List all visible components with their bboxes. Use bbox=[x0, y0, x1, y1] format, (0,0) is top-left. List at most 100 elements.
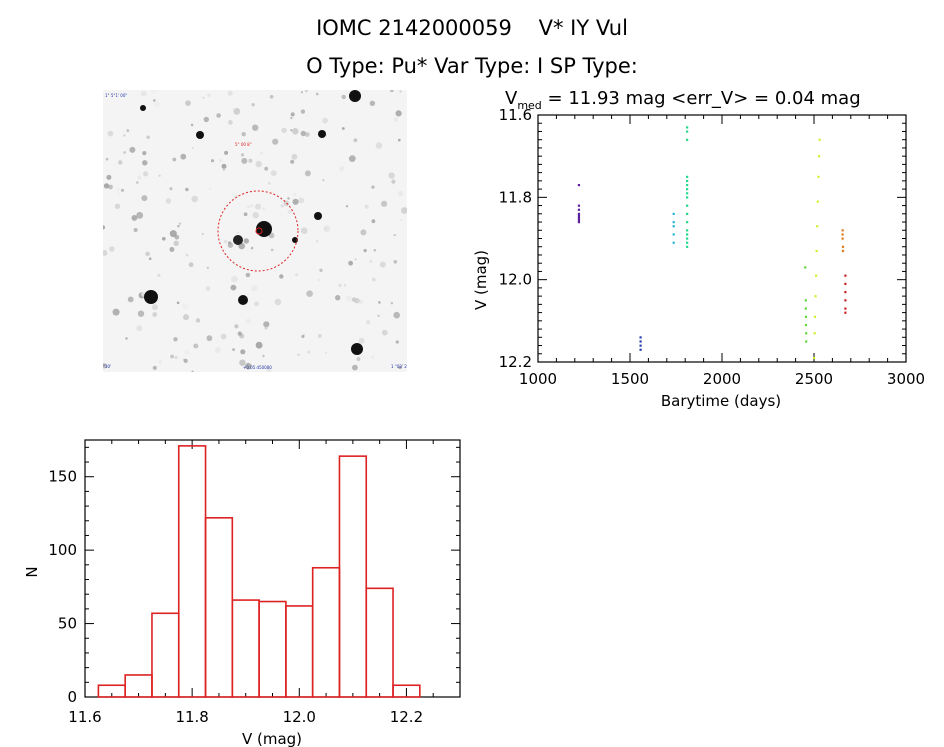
sky-star bbox=[371, 277, 376, 282]
sky-star bbox=[290, 129, 293, 132]
sky-star bbox=[300, 109, 306, 114]
sky-star bbox=[369, 100, 376, 106]
data-point bbox=[841, 245, 845, 248]
bright-star bbox=[144, 290, 158, 304]
bright-star bbox=[233, 235, 243, 245]
histogram-bar bbox=[151, 612, 180, 698]
sky-star bbox=[354, 298, 360, 304]
sky-field: 1° 5°1' 00" 5° 00 8° +0.05 d50000 °30' 1 °03… bbox=[100, 87, 418, 373]
sky-star bbox=[370, 355, 375, 360]
sky-star bbox=[223, 239, 228, 244]
y-tick-label: 11.8 bbox=[499, 188, 532, 206]
sky-star bbox=[317, 278, 321, 282]
sky-star bbox=[399, 90, 402, 93]
sky-star bbox=[364, 204, 369, 209]
sky-star bbox=[206, 335, 213, 342]
y-tick-label: 150 bbox=[48, 468, 77, 486]
sky-star bbox=[255, 341, 263, 349]
sky-star bbox=[125, 337, 128, 340]
sky-star bbox=[207, 93, 211, 97]
sky-star bbox=[176, 301, 180, 305]
data-point bbox=[686, 188, 689, 191]
sky-star bbox=[143, 171, 149, 177]
sky-star bbox=[255, 160, 262, 168]
data-point bbox=[841, 233, 844, 236]
sky-star bbox=[216, 113, 221, 118]
sky-star bbox=[174, 355, 178, 360]
data-point bbox=[686, 245, 689, 248]
data-point bbox=[817, 175, 820, 178]
sky-star bbox=[304, 132, 310, 137]
sky-star bbox=[172, 157, 177, 162]
sky-star bbox=[280, 204, 284, 208]
data-point bbox=[841, 237, 844, 240]
title-symbol: V bbox=[505, 88, 518, 109]
object-types: O Type: Pu* Var Type: I SP Type: bbox=[306, 54, 638, 78]
sky-star bbox=[231, 275, 238, 283]
sky-star bbox=[152, 312, 158, 317]
aperture-center bbox=[255, 227, 263, 235]
data-point bbox=[672, 241, 675, 244]
sky-star bbox=[137, 310, 145, 317]
sky-label: 5° 00 8° bbox=[235, 142, 252, 147]
sky-star bbox=[214, 347, 221, 353]
sky-star bbox=[150, 87, 157, 94]
data-point bbox=[672, 212, 675, 215]
x-tick-label: 12.0 bbox=[283, 708, 316, 726]
data-point bbox=[804, 266, 807, 269]
sky-star bbox=[247, 205, 250, 208]
sky-star bbox=[146, 135, 150, 139]
sky-star bbox=[390, 88, 394, 93]
sky-star bbox=[393, 311, 401, 319]
sky-star bbox=[290, 116, 293, 120]
sky-star bbox=[279, 274, 284, 279]
sky-star bbox=[201, 232, 204, 236]
sky-star bbox=[325, 351, 328, 354]
sky-star bbox=[373, 249, 376, 252]
sky-star bbox=[107, 130, 114, 137]
sky-star bbox=[371, 219, 376, 224]
sky-star bbox=[206, 266, 210, 269]
sky-star bbox=[248, 158, 253, 163]
x-tick-label: 11.8 bbox=[175, 708, 208, 726]
histogram-xlabel: V (mag) bbox=[242, 730, 302, 747]
sky-star bbox=[274, 298, 282, 306]
sky-star bbox=[239, 359, 246, 366]
sky-star bbox=[353, 138, 358, 143]
sky-star bbox=[177, 225, 180, 228]
sky-star bbox=[241, 132, 246, 137]
data-point bbox=[686, 175, 689, 178]
sky-star bbox=[100, 225, 106, 230]
data-point bbox=[844, 307, 847, 310]
sky-star bbox=[131, 215, 138, 221]
sky-star bbox=[290, 159, 295, 164]
data-point bbox=[577, 218, 581, 222]
data-point bbox=[841, 249, 845, 253]
sky-star bbox=[262, 207, 265, 211]
title-rest: = 11.93 mag <err_V> = 0.04 mag bbox=[542, 88, 861, 109]
sky-star bbox=[304, 170, 311, 177]
sky-star bbox=[193, 343, 199, 349]
sky-star bbox=[360, 229, 367, 236]
histogram-bar bbox=[285, 605, 314, 698]
data-point bbox=[686, 130, 689, 133]
sky-label: °30' bbox=[103, 364, 111, 369]
sky-star bbox=[306, 290, 313, 297]
data-point bbox=[841, 229, 844, 232]
sky-star bbox=[185, 187, 189, 192]
y-tick-label: 0 bbox=[67, 688, 77, 706]
data-point bbox=[805, 332, 808, 335]
data-point bbox=[804, 323, 808, 327]
sky-star bbox=[180, 153, 187, 160]
data-point bbox=[672, 233, 675, 236]
data-point bbox=[686, 126, 689, 129]
sky-star bbox=[203, 116, 209, 123]
sky-star bbox=[190, 123, 194, 127]
sky-star bbox=[250, 246, 254, 250]
sky-star bbox=[381, 200, 388, 207]
data-point bbox=[639, 344, 642, 347]
sky-star bbox=[270, 170, 277, 177]
histogram-bar bbox=[338, 455, 368, 698]
sky-star bbox=[292, 198, 299, 205]
sky-star bbox=[287, 209, 293, 214]
